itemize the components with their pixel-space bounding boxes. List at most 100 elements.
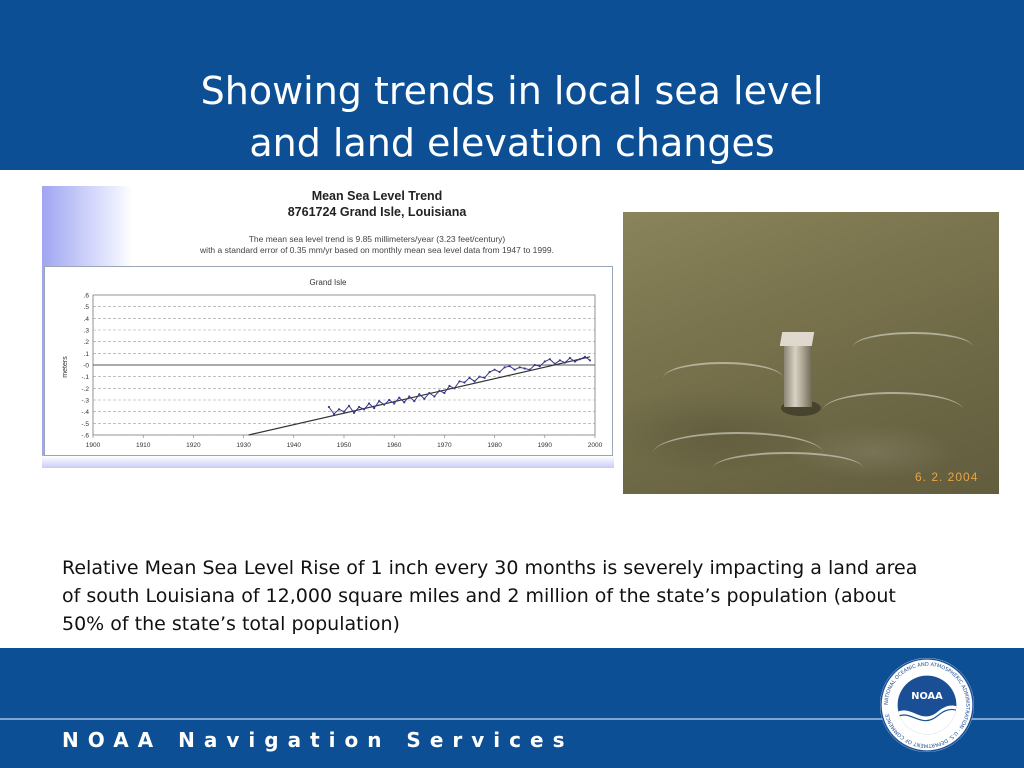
sea-level-data-point [533,363,536,367]
sea-level-data-point [578,358,582,361]
sea-level-plot: Grand Isle meters .6 .5 .4 .3 .2 .1 -0 -.1 -.2 -.… [62,278,603,449]
y-tick-label: -0 [83,363,89,370]
sea-level-data-point [563,361,566,364]
wooden-post [784,337,812,407]
x-tick-label: 1990 [538,442,553,449]
sea-level-data-point [538,365,541,368]
footer-divider [0,718,1024,720]
sea-level-data-point [342,410,346,413]
photo-date-stamp: 6. 2. 2004 [915,470,979,484]
x-tick-label: 1960 [387,442,402,449]
y-axis-ticks: .6 .5 .4 .3 .2 .1 -0 -.1 -.2 -.3 -.4 -.5 -.6 [81,293,89,440]
sea-level-data-point [332,412,336,416]
y-tick-label: -.1 [81,374,89,381]
sea-level-chart-panel: Mean Sea Level Trend 8761724 Grand Isle,… [42,186,614,468]
wooden-post-top [779,332,815,346]
sea-level-data-point [523,367,526,370]
slide-header: Showing trends in local sea level and la… [0,0,1024,170]
sea-level-data-point [468,376,471,379]
chart-plot-box: Grand Isle meters .6 .5 .4 .3 .2 .1 -0 -.1 -.2 -.… [44,266,613,456]
sea-level-data-point [433,395,436,398]
sea-level-data-point [383,403,386,406]
slide-title-line-1: Showing trends in local sea level [200,69,824,114]
sea-level-data-point [483,376,486,379]
sea-level-data-point [498,370,501,374]
x-tick-label: 2000 [588,442,603,449]
chart-title-block: Mean Sea Level Trend 8761724 Grand Isle,… [192,188,562,220]
sea-level-data-point [418,393,421,396]
plot-title: Grand Isle [310,278,347,287]
sea-level-data-point [553,362,556,365]
chart-title: Mean Sea Level Trend [311,189,443,203]
chart-note-line-1: The mean sea level trend is 9.85 millime… [248,234,506,244]
sea-level-data-point [448,384,451,388]
x-tick-label: 1950 [337,442,352,449]
footer-band [0,648,1024,768]
slide-title: Showing trends in local sea level and la… [60,65,964,169]
water-ripple [713,452,863,484]
sea-level-data-point [513,368,516,371]
caption-line-1: Relative Mean Sea Level Rise of 1 inch e… [62,557,918,579]
x-tick-label: 1980 [487,442,502,449]
sea-level-data-point [543,360,546,363]
sea-level-data-point [453,387,456,390]
water-ripple [663,362,783,394]
sea-level-data-point [378,400,381,403]
sea-level-data-point [568,356,572,360]
sea-level-data-point [573,360,577,363]
trend-line [248,356,591,436]
sea-level-data-point [408,395,411,398]
sea-level-data-point [558,359,561,362]
sea-level-data-point [428,391,431,395]
y-tick-label: .5 [84,304,90,311]
sea-level-data-point [337,408,341,411]
sea-level-data-point [413,400,416,403]
sea-level-data-point [362,408,366,411]
sea-level-data-point [488,370,491,374]
y-tick-label: .3 [84,328,90,335]
y-tick-label: -.3 [81,398,89,405]
sea-level-data-point [403,401,406,404]
caption-line-2: of south Louisiana of 12,000 square mile… [62,585,896,607]
sea-level-data-point [373,407,376,410]
footer-title: NOAA Navigation Services [62,728,574,752]
sea-level-data-point [518,366,521,369]
plot-marks [248,355,592,436]
sea-level-data-point [473,380,476,383]
x-tick-label: 1900 [86,442,101,449]
sea-level-data-point [478,375,481,378]
x-axis-ticks: 1900 1910 1920 1930 1940 1950 1960 1970 1980 1990… [86,435,603,449]
y-tick-label: -.5 [81,421,89,428]
caption-line-3: 50% of the state’s total population) [62,613,400,635]
x-tick-label: 1920 [186,442,201,449]
plot-grid [92,294,596,436]
sea-level-data-point [548,358,551,361]
chart-subtitle: 8761724 Grand Isle, Louisiana [287,205,467,219]
sea-level-data-point [347,404,351,407]
slide-title-line-2: and land elevation changes [249,121,775,166]
sea-level-data-point [327,405,331,409]
y-tick-label: .6 [84,293,90,300]
sea-level-data-point [463,381,466,384]
y-tick-label: -.4 [81,409,89,416]
sea-level-data-point [588,359,592,362]
sea-level-data-point [443,391,446,395]
x-tick-label: 1940 [287,442,302,449]
y-tick-label: .4 [84,316,90,323]
sea-level-data-point [423,397,426,400]
sea-level-data-point [398,396,401,399]
sea-level-data-point [368,402,371,405]
water-ripple [853,332,973,362]
water-ripple [653,432,823,474]
sea-level-data-point [393,402,396,405]
sea-level-data-point [503,366,506,369]
sea-level-data-point [528,368,531,371]
sea-level-data-point [388,398,391,402]
x-tick-label: 1970 [437,442,452,449]
water-ripple [823,392,963,428]
sea-level-data-point [458,380,461,383]
sea-level-data-point [508,365,511,368]
x-tick-label: 1910 [136,442,151,449]
y-tick-label: .2 [84,339,90,346]
tide-gauge-photo: 6. 2. 2004 [623,212,999,494]
